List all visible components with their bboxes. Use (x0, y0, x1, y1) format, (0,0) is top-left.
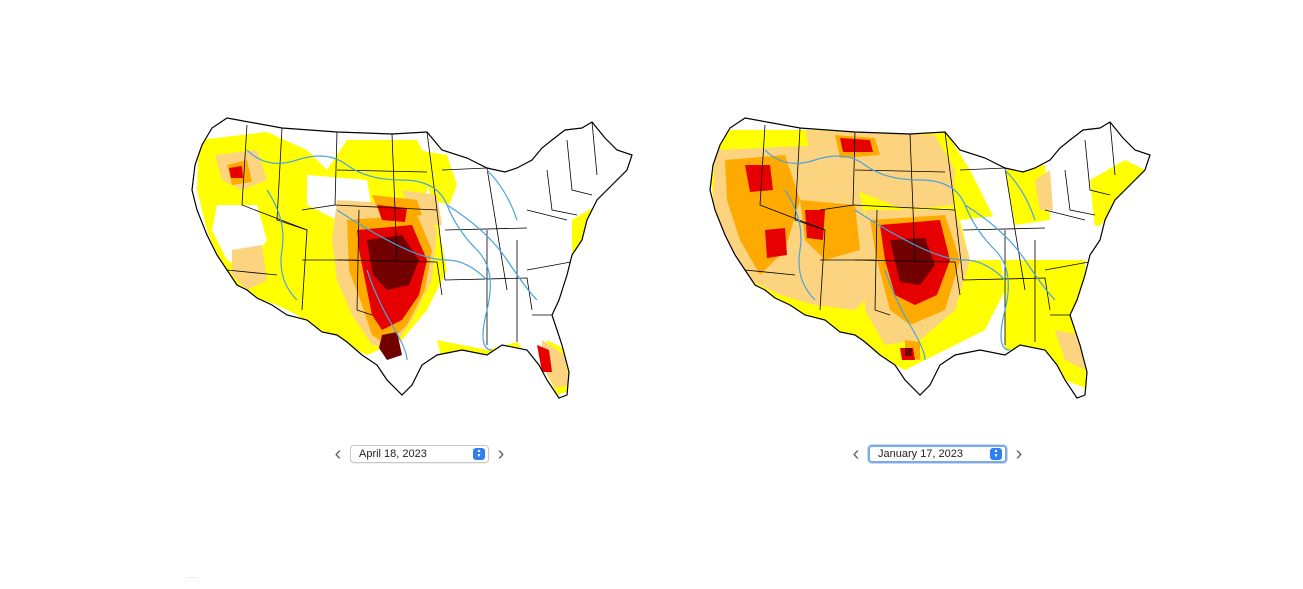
stepper-down-glyph: ▼ (993, 453, 999, 459)
date-control-right: ‹ January 17, 2023 ▲ ▼ › (848, 443, 1027, 465)
stepper-up-glyph: ▲ (476, 448, 482, 454)
date-select-value: January 17, 2023 (878, 448, 964, 460)
stepper-up-glyph: ▲ (993, 448, 999, 454)
chevron-left-icon[interactable]: ‹ (852, 443, 860, 465)
stepper-down-glyph: ▼ (476, 453, 482, 459)
drought-map-left (187, 110, 647, 410)
chevron-right-icon[interactable]: › (1015, 443, 1023, 465)
up-down-stepper-icon: ▲ ▼ (990, 448, 1002, 460)
us-drought-map-january (709, 117, 1151, 399)
date-select-value: April 18, 2023 (359, 448, 427, 460)
drought-map-right (705, 110, 1165, 410)
date-select-right[interactable]: January 17, 2023 ▲ ▼ (868, 445, 1007, 463)
date-select-left[interactable]: April 18, 2023 ▲ ▼ (350, 445, 489, 463)
corner-artifact (186, 577, 198, 578)
date-control-left: ‹ April 18, 2023 ▲ ▼ › (330, 443, 509, 465)
us-drought-map-april (191, 117, 633, 399)
chevron-right-icon[interactable]: › (497, 443, 505, 465)
chevron-left-icon[interactable]: ‹ (334, 443, 342, 465)
up-down-stepper-icon: ▲ ▼ (473, 448, 485, 460)
